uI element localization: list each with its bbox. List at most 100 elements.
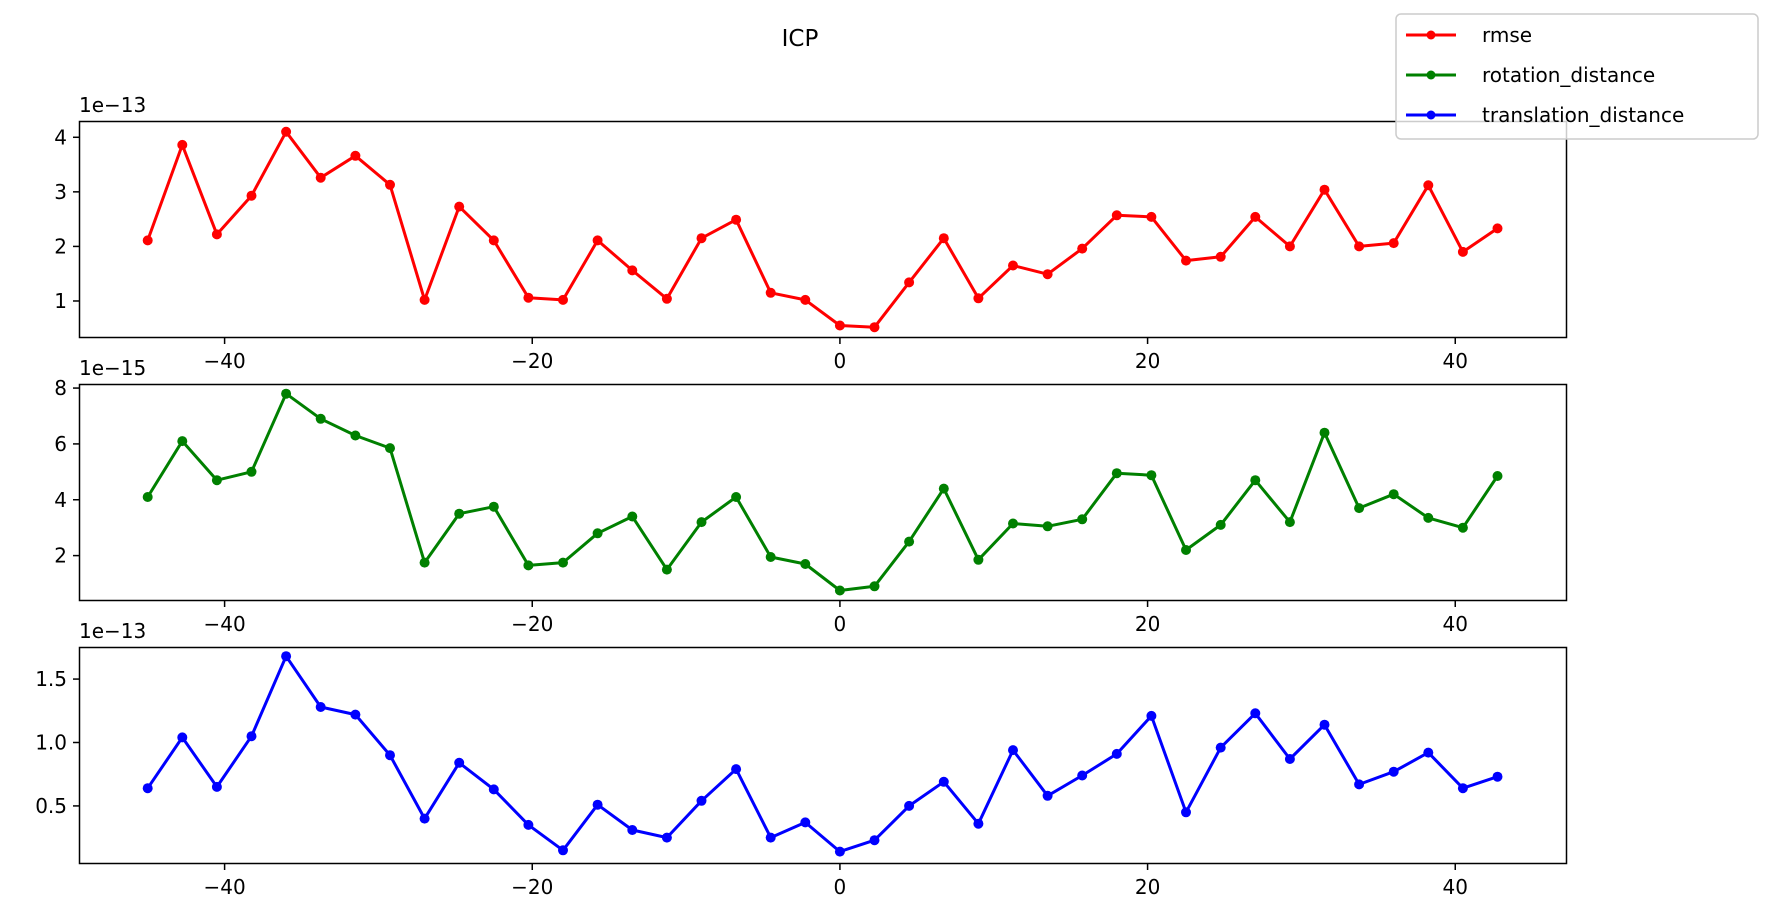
data-point-rotation-distance	[1042, 521, 1053, 532]
data-point-rmse	[1388, 238, 1399, 249]
data-point-rmse	[385, 179, 395, 190]
data-point-translation-distance	[177, 732, 188, 743]
data-point-rotation-distance	[627, 511, 638, 522]
data-point-rotation-distance	[177, 436, 188, 447]
data-point-translation-distance	[246, 731, 257, 742]
legend: rmse rotation_distance translation_dista…	[1395, 13, 1759, 140]
axes-frame-translation-distance	[78, 646, 1568, 865]
data-point-rmse	[523, 292, 534, 303]
xtick-label-translation-distance: 40	[1443, 875, 1468, 899]
data-point-rmse	[627, 265, 638, 276]
data-point-translation-distance	[523, 819, 534, 830]
data-point-rotation-distance	[1008, 518, 1018, 529]
legend-marker-rmse	[1426, 30, 1436, 40]
data-point-translation-distance	[1388, 766, 1399, 777]
data-point-rmse	[938, 233, 949, 244]
data-point-rmse	[1423, 180, 1434, 191]
legend-label-rmse: rmse	[1482, 23, 1532, 47]
data-point-translation-distance	[1457, 783, 1468, 794]
xtick-label-rmse: −20	[511, 349, 553, 373]
data-point-rotation-distance	[1111, 468, 1122, 479]
data-point-translation-distance	[315, 702, 326, 712]
data-point-rotation-distance	[211, 475, 222, 486]
data-point-translation-distance	[419, 813, 430, 824]
data-point-rotation-distance	[1319, 427, 1330, 438]
axes-frame-rmse	[78, 120, 1568, 339]
data-point-rmse	[1354, 241, 1365, 252]
xtick-label-rotation-distance: 40	[1443, 612, 1468, 636]
ytick-label-rmse: 2	[54, 234, 67, 258]
data-point-rmse	[1008, 260, 1018, 271]
data-point-rmse	[488, 235, 499, 246]
data-point-translation-distance	[1215, 742, 1226, 753]
data-point-rotation-distance	[869, 581, 880, 592]
legend-entry-translation-distance: translation_distance	[1406, 103, 1684, 127]
data-point-rotation-distance	[246, 466, 257, 477]
data-point-translation-distance	[350, 709, 361, 720]
legend-marker-rotation-distance	[1426, 70, 1436, 80]
legend-label-translation-distance: translation_distance	[1482, 103, 1684, 127]
data-point-translation-distance	[904, 800, 915, 811]
data-point-rotation-distance	[523, 560, 534, 571]
legend-marker-translation-distance	[1426, 110, 1436, 120]
ytick-label-translation-distance: 1.0	[35, 730, 67, 754]
data-point-rmse	[177, 139, 188, 150]
data-point-rotation-distance	[558, 557, 568, 568]
xtick-label-rmse: 0	[834, 349, 847, 373]
data-point-translation-distance	[1423, 747, 1434, 758]
data-point-rmse	[246, 190, 257, 201]
data-point-rmse	[281, 126, 292, 137]
data-point-rmse	[1077, 243, 1088, 254]
data-point-rmse	[661, 293, 672, 304]
data-point-translation-distance	[973, 818, 984, 829]
data-point-translation-distance	[385, 750, 395, 761]
data-point-translation-distance	[1146, 710, 1157, 721]
data-point-rotation-distance	[1215, 519, 1226, 530]
data-point-translation-distance	[869, 835, 880, 846]
data-point-rotation-distance	[1181, 545, 1191, 555]
xtick-label-rotation-distance: 20	[1135, 612, 1160, 636]
data-point-translation-distance	[938, 776, 949, 787]
data-point-rmse	[1250, 211, 1261, 222]
data-point-rotation-distance	[1146, 470, 1157, 481]
series-line-rotation-distance	[146, 392, 1499, 592]
data-point-rmse	[765, 287, 776, 298]
data-point-rmse	[1492, 223, 1503, 234]
axes-frame-rotation-distance	[78, 383, 1568, 602]
xtick-label-translation-distance: 20	[1135, 875, 1160, 899]
legend-label-rotation-distance: rotation_distance	[1482, 63, 1655, 87]
series-line-rmse	[146, 130, 1499, 329]
data-point-rmse	[1042, 269, 1053, 280]
data-point-rmse	[973, 293, 984, 304]
data-point-rmse	[592, 235, 603, 246]
data-point-rotation-distance	[315, 413, 326, 424]
data-point-rmse	[834, 320, 845, 331]
data-point-translation-distance	[661, 832, 672, 843]
data-point-translation-distance	[592, 799, 603, 810]
data-point-translation-distance	[765, 832, 776, 843]
data-point-translation-distance	[211, 781, 222, 792]
data-point-rmse	[696, 233, 707, 244]
data-point-translation-distance	[731, 764, 742, 775]
data-point-rmse	[1215, 251, 1226, 262]
data-point-rotation-distance	[834, 585, 845, 596]
ytick-label-translation-distance: 0.5	[35, 794, 67, 818]
data-point-translation-distance	[1077, 770, 1088, 781]
xtick-label-rmse: 40	[1443, 349, 1468, 373]
data-point-rotation-distance	[592, 528, 603, 539]
data-point-translation-distance	[142, 783, 153, 794]
data-point-translation-distance	[1111, 748, 1122, 759]
data-point-rmse	[558, 294, 568, 305]
data-point-rmse	[211, 229, 222, 240]
data-point-rotation-distance	[1388, 489, 1399, 500]
data-point-translation-distance	[696, 795, 707, 806]
ytick-label-rmse: 1	[54, 289, 67, 313]
data-point-translation-distance	[800, 817, 811, 828]
data-point-translation-distance	[454, 757, 465, 768]
data-point-translation-distance	[834, 846, 845, 857]
ytick-label-rotation-distance: 4	[54, 488, 67, 512]
data-point-translation-distance	[558, 845, 568, 856]
data-point-rotation-distance	[1457, 522, 1468, 533]
data-point-rotation-distance	[385, 443, 395, 454]
data-point-rmse	[1319, 184, 1330, 195]
